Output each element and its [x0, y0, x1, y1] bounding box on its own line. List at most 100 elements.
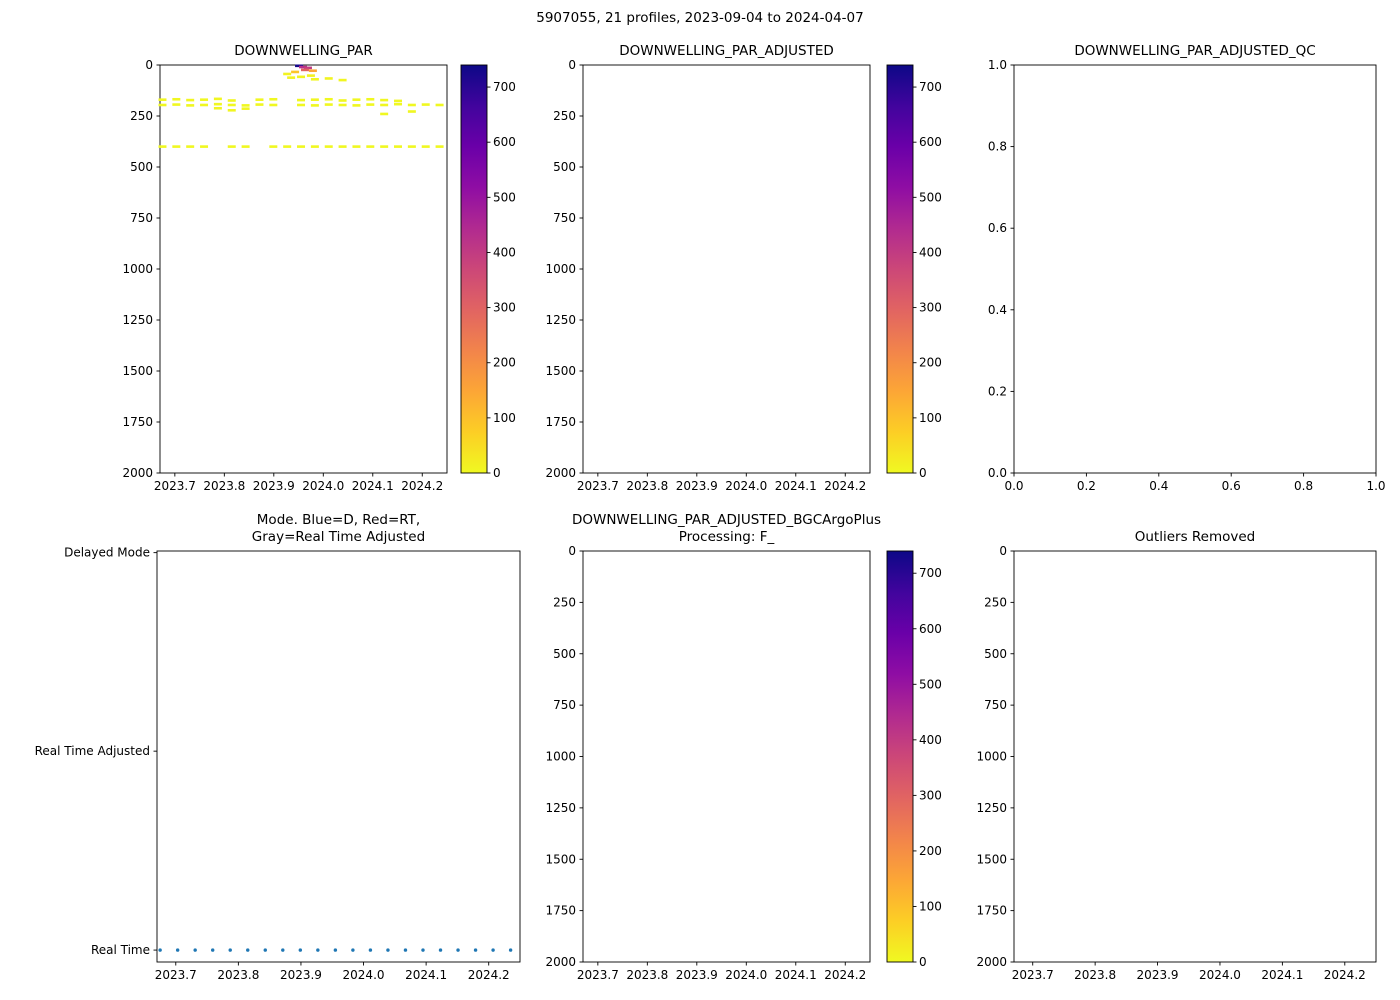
colorbar-tick-label: 0 [919, 955, 927, 969]
x-tick-label: 2024.1 [775, 968, 817, 982]
y-tick-label: 500 [130, 160, 153, 174]
y-tick-label: 1000 [545, 750, 576, 764]
x-tick-label: 2023.8 [626, 968, 668, 982]
y-tick-label: 750 [553, 698, 576, 712]
data-dash [324, 97, 333, 101]
data-dash [338, 78, 347, 82]
data-dash [352, 104, 361, 107]
y-tick-label: 2000 [545, 466, 576, 480]
profile-dot [298, 948, 303, 952]
data-dash [407, 145, 416, 148]
y-tick-label: 1250 [545, 801, 576, 815]
data-dash [324, 103, 333, 106]
x-tick-label: 2024.1 [405, 968, 447, 982]
x-tick-label: 2024.1 [775, 479, 817, 493]
x-tick-label: 2024.0 [725, 968, 767, 982]
data-dash [172, 145, 181, 148]
x-tick-label: 2024.2 [468, 968, 510, 982]
y-tick-label: 1000 [545, 262, 576, 276]
x-tick-label: 0.0 [1004, 479, 1023, 493]
colorbar-tick-label: 100 [493, 411, 516, 425]
colorbar-tick-label: 100 [919, 411, 942, 425]
data-dash [227, 108, 236, 112]
y-tick-label: 500 [553, 160, 576, 174]
colorbar [460, 64, 488, 474]
colorbar-tick-label: 0 [919, 466, 927, 480]
data-dash [310, 104, 319, 107]
data-dash [324, 77, 333, 80]
y-tick-label: 1500 [976, 852, 1007, 866]
x-tick-label: 2023.9 [676, 968, 718, 982]
axes-frame [582, 64, 871, 474]
x-tick-label: 2024.0 [1199, 968, 1241, 982]
profile-dot [281, 948, 285, 952]
colorbar-tick-label: 500 [919, 190, 942, 204]
x-tick-label: 2024.2 [1324, 968, 1366, 982]
x-tick-label: 2023.7 [1012, 968, 1054, 982]
data-dash [435, 103, 444, 107]
y-tick-label: 250 [553, 595, 576, 609]
y-tick-label: 750 [553, 211, 576, 225]
y-tick-label: 1750 [122, 415, 153, 429]
colorbar-tick-label: 600 [919, 135, 942, 149]
subplot-title: DOWNWELLING_PAR_ADJUSTED [619, 43, 834, 59]
data-dash [291, 70, 300, 74]
colorbar-tick-label: 400 [493, 245, 516, 259]
data-dash [300, 68, 309, 72]
axes-frame [156, 550, 521, 963]
y-tick-label: 250 [553, 109, 576, 123]
y-tick-label: 1.0 [988, 58, 1007, 72]
data-dash [297, 103, 306, 107]
x-tick-label: 0.6 [1222, 479, 1241, 493]
x-tick-label: 2023.9 [253, 479, 295, 493]
data-dash [366, 97, 375, 101]
data-dash [158, 103, 167, 107]
data-dash [308, 69, 317, 73]
y-tick-label: 0.2 [988, 384, 1007, 398]
x-tick-label: 2023.9 [280, 968, 322, 982]
colorbar-tick-label: 700 [919, 80, 942, 94]
axes-frame [582, 550, 871, 963]
subplot-title: DOWNWELLING_PAR_ADJUSTED_QC [1074, 43, 1315, 59]
colorbar-tick-label: 500 [919, 677, 942, 691]
data-dash [435, 145, 444, 148]
subplot-title: Gray=Real Time Adjusted [252, 529, 425, 545]
data-dash [269, 103, 278, 107]
data-dash [200, 145, 209, 148]
profile-dot [351, 948, 355, 952]
data-dash [310, 98, 319, 101]
profile-dot [386, 948, 390, 952]
y-tick-label: 1500 [122, 364, 153, 378]
x-tick-label: 0.2 [1077, 479, 1096, 493]
data-dash [227, 145, 236, 148]
profile-dot [211, 948, 215, 952]
data-dash [352, 145, 361, 148]
x-tick-label: 2023.7 [154, 479, 196, 493]
data-dash [186, 145, 195, 148]
x-tick-label: 2024.0 [343, 968, 385, 982]
subplot-title: DOWNWELLING_PAR_ADJUSTED_BGCArgoPlus [572, 512, 881, 528]
y-category-label: Real Time [91, 943, 150, 957]
data-dash [227, 99, 236, 102]
subplot-title: Processing: F_ [679, 529, 775, 545]
data-dash [213, 106, 222, 110]
x-tick-label: 2023.8 [626, 479, 668, 493]
y-tick-label: 2000 [122, 466, 153, 480]
colorbar-tick-label: 200 [493, 356, 516, 370]
data-dash [269, 97, 278, 101]
profile-dot [403, 948, 408, 952]
data-dash [338, 103, 347, 107]
data-dash [310, 145, 319, 148]
x-tick-label: 2023.7 [577, 479, 619, 493]
colorbar-tick-label: 400 [919, 245, 942, 259]
data-dash [421, 145, 430, 148]
colorbar-tick-label: 600 [919, 622, 942, 636]
data-dash [324, 145, 333, 148]
data-dash [269, 145, 278, 148]
figure-title: 5907055, 21 profiles, 2023-09-04 to 2024… [536, 10, 864, 26]
subplot-downwelling-par-adjusted: DOWNWELLING_PAR_ADJUSTED 2023.7 2023.8 2023… [545, 43, 941, 493]
data-dash [297, 75, 306, 79]
data-dash [407, 103, 416, 107]
data-dash [255, 98, 264, 101]
y-tick-label: 0.8 [988, 140, 1007, 154]
